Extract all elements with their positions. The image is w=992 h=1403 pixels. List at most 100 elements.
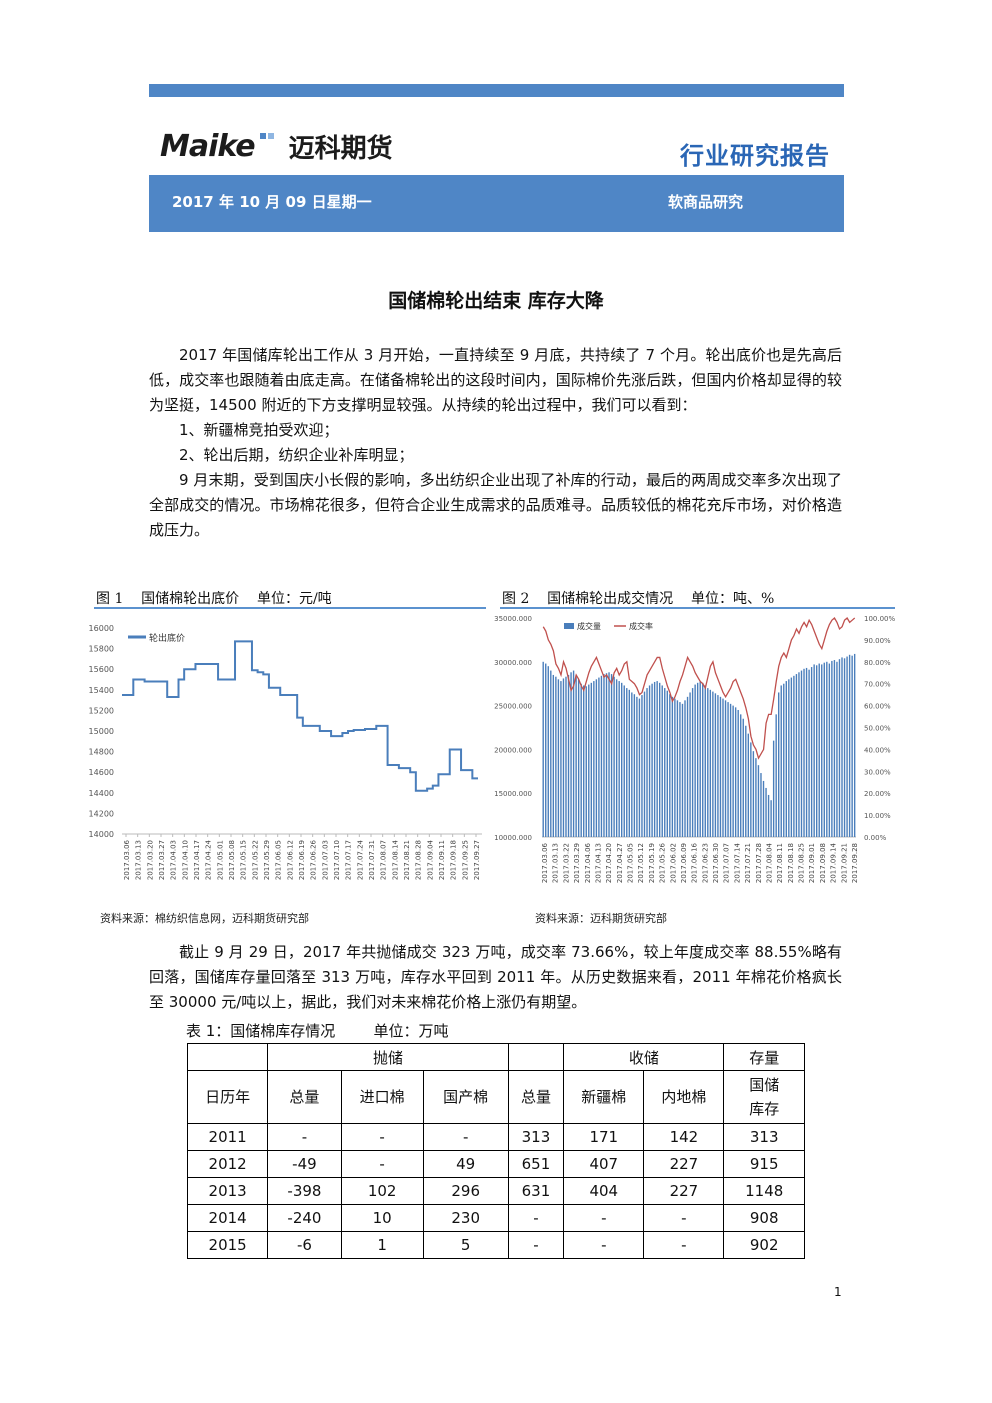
bar-volume xyxy=(752,751,755,837)
chart-auction-volume-rate: 10000.000 15000.000 20000.000 25000.000 3000… xyxy=(494,615,895,883)
y-tick-label: 15800 xyxy=(89,645,114,654)
chart-reserve-price: 14000 14200 14400 14600 14800 15000 15200 15400… xyxy=(89,624,482,880)
table-cell: -49 xyxy=(267,1150,342,1178)
x-tick-label: 2017.09.01 xyxy=(808,843,816,883)
x-tick-label: 2017.07.28 xyxy=(755,843,763,883)
table-cell: - xyxy=(643,1231,725,1259)
legend-label: 轮出底价 xyxy=(149,632,185,644)
x-tick-label: 2017.03.06 xyxy=(123,839,131,880)
bar-volume xyxy=(823,662,825,837)
bar-volume xyxy=(669,694,671,837)
bar-volume xyxy=(783,683,785,837)
y-tick-label: 15200 xyxy=(89,706,114,715)
bar-volume xyxy=(585,686,587,837)
x-tick-label: 2017.05.05 xyxy=(627,843,635,883)
report-category: 软商品研究 xyxy=(668,193,744,211)
x-tick-label: 2017.05.08 xyxy=(228,840,236,880)
table-column-header: 进口棉 xyxy=(340,1070,424,1124)
bar-volume xyxy=(557,679,560,837)
report-type-title: 行业研究报告 xyxy=(680,141,830,170)
x-tick-label: 2017.04.20 xyxy=(605,843,613,883)
bar-volume xyxy=(846,656,848,837)
bar-volume xyxy=(704,685,706,837)
x-tick-label: 2017.03.22 xyxy=(562,843,570,883)
x-tick-label: 2017.08.28 xyxy=(415,840,423,880)
x-tick-label: 2017.03.13 xyxy=(135,840,143,880)
table-cell: 915 xyxy=(723,1150,805,1178)
bar-volume xyxy=(621,682,623,837)
table-cell: 1 xyxy=(340,1231,424,1259)
table-cell: 171 xyxy=(563,1123,645,1151)
y-tick-label: 15400 xyxy=(89,686,114,695)
bar-volume xyxy=(727,702,729,837)
bar-volume xyxy=(729,703,732,837)
y-left-tick-label: 20000.000 xyxy=(494,746,532,754)
x-tick-label: 2017.08.18 xyxy=(787,843,795,883)
x-tick-label: 2017.07.24 xyxy=(356,839,364,880)
list-item-1: 1、新疆棉竞拍受欢迎； xyxy=(179,421,339,439)
legend-label-rate: 成交率 xyxy=(629,621,653,631)
bar-volume xyxy=(813,664,815,837)
table-cell: 2012 xyxy=(186,1150,269,1178)
x-tick-label: 2017.06.12 xyxy=(286,840,294,880)
x-tick-label: 2017.07.03 xyxy=(321,840,329,880)
table-cell: -240 xyxy=(267,1204,342,1232)
report-date: 2017 年 10 月 09 日星期一 xyxy=(172,193,372,211)
bar-volume xyxy=(788,679,790,837)
bar-volume xyxy=(600,675,603,837)
logo-chinese-text: 迈科期货 xyxy=(288,133,393,164)
x-tick-label: 2017.04.17 xyxy=(193,840,201,880)
y-right-tick-label: 70.00% xyxy=(864,681,891,689)
x-tick-label: 2017.08.04 xyxy=(765,842,773,883)
y-left-tick-label: 25000.000 xyxy=(494,703,532,711)
y-right-tick-label: 30.00% xyxy=(864,768,891,776)
bar-volume xyxy=(572,670,575,837)
bar-volume xyxy=(853,653,856,837)
bar-volume xyxy=(762,780,765,837)
bar-volume xyxy=(745,725,747,837)
table-row: 2015 -6 1 5- - -902 xyxy=(186,1231,805,1259)
table-cell: 49 xyxy=(422,1150,509,1178)
bar-volume xyxy=(742,718,744,837)
paragraph-2: 9 月末期，受到国庆小长假的影响，多出纺织企业出现了补库的行动，最后的两周成交率… xyxy=(149,471,842,539)
bar-volume xyxy=(740,714,742,837)
table-cell: 227 xyxy=(643,1177,725,1205)
bar-volume xyxy=(694,684,696,837)
bar-volume xyxy=(767,794,770,837)
bar-volume xyxy=(590,682,593,837)
table-column-header-row: 日历年 总量 进口棉 国产棉 总量 新疆棉 内地棉 国储库存 xyxy=(186,1070,805,1124)
x-tick-label: 2017.09.08 xyxy=(819,843,827,883)
x-tick-label: 2017.09.28 xyxy=(851,843,859,883)
x-tick-label: 2017.06.26 xyxy=(310,839,318,880)
table-cell: 296 xyxy=(422,1177,509,1205)
table-cell: - xyxy=(340,1150,424,1178)
bar-volume xyxy=(765,787,767,837)
table-row: 2013 -398 102 296 631 404 227 1148 xyxy=(186,1177,805,1205)
bar-volume xyxy=(778,692,780,837)
bar-volume xyxy=(851,655,853,837)
table-column-header: 国储库存 xyxy=(723,1070,805,1124)
bar-volume xyxy=(603,674,605,837)
y-left-tick-label: 30000.000 xyxy=(494,659,532,667)
bar-volume xyxy=(798,672,800,837)
bar-volume xyxy=(653,681,656,837)
paragraph-1: 2017 年国储库轮出工作从 3 月开始，一直持续至 9 月底，共持续了 7 个… xyxy=(149,346,842,414)
bar-volume xyxy=(775,714,777,837)
bar-volume xyxy=(570,672,572,837)
bar-volume xyxy=(737,709,739,837)
y-tick-label: 14400 xyxy=(89,789,114,798)
x-tick-label: 2017.09.27 xyxy=(473,840,481,880)
figure-1-title: 图 1 国储棉轮出底价 单位：元/吨 xyxy=(96,591,332,607)
table-cell: 407 xyxy=(563,1150,645,1178)
bar-volume xyxy=(580,683,582,837)
header-info-band xyxy=(149,175,844,232)
bar-volume xyxy=(831,660,833,837)
bar-volume xyxy=(696,682,699,837)
bar-volume xyxy=(699,681,701,837)
logo-latin-text: Maike xyxy=(160,128,256,164)
bar-volume xyxy=(671,696,674,837)
x-tick-label: 2017.08.25 xyxy=(798,843,806,883)
table-cell: - xyxy=(507,1231,565,1259)
x-tick-label: 2017.04.24 xyxy=(205,839,213,880)
table-cell: 908 xyxy=(723,1204,805,1232)
